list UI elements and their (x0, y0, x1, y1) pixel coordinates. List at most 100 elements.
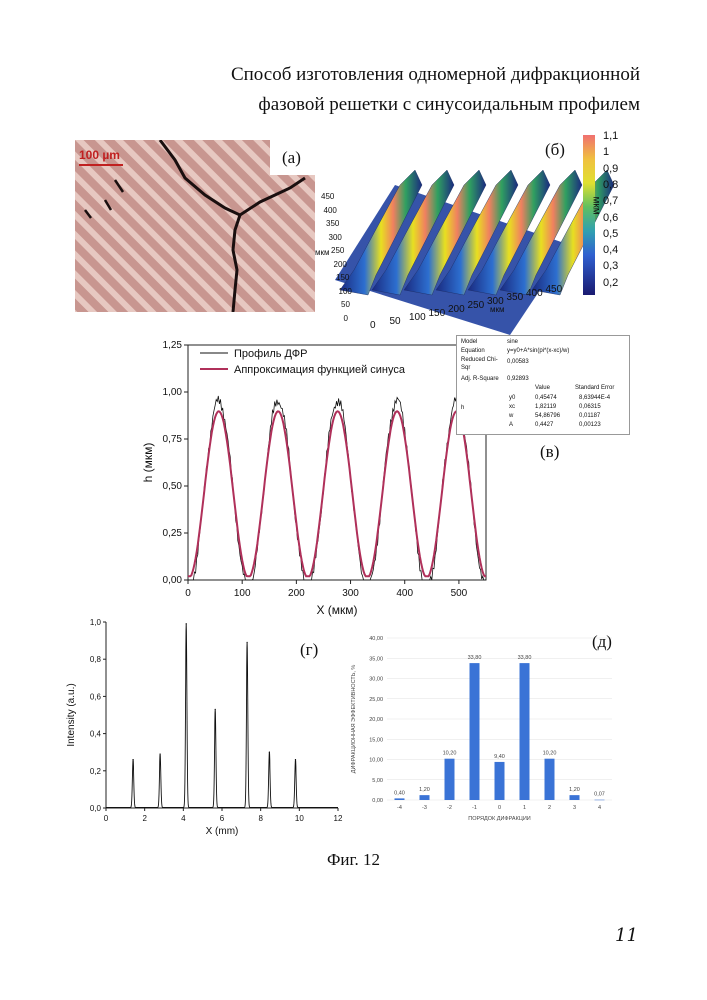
x-tick-label: 4 (598, 805, 601, 811)
bar (470, 663, 480, 800)
panel-g-label: (г) (300, 640, 318, 660)
x-tick-label: -2 (447, 805, 452, 811)
x-tick-label: 2 (142, 814, 147, 823)
x-tick-label: 10 (295, 814, 304, 823)
efficiency-bar-chart: 0,005,0010,0015,0020,0025,0030,0035,0040… (345, 628, 620, 828)
fit-param: A (509, 421, 513, 429)
y-tick-label: 0,8 (90, 655, 102, 664)
fit-error: 0,00123 (579, 421, 601, 429)
x-tick-label: 0 (104, 814, 109, 823)
bar (545, 759, 555, 800)
panel-d-label: (д) (592, 632, 612, 652)
x-tick-label: 3 (573, 805, 576, 811)
fit-param: w (509, 412, 513, 420)
panel-b-surface-plot: 1,110,90,80,70,60,50,40,30,2450400350300… (315, 130, 615, 340)
fit-results-table: Model sine Equation y=y0+A*sin(pi*(x-xc)… (456, 335, 630, 435)
profile-chart: 0,000,250,500,751,001,250100200300400500… (140, 335, 500, 620)
y-axis-tick-label: 200 (334, 260, 347, 269)
x-tick-label: 2 (548, 805, 551, 811)
bar (495, 762, 505, 800)
y-tick-label: 0,6 (90, 692, 102, 701)
x-tick-label: 6 (220, 814, 225, 823)
peak-point (247, 642, 248, 643)
fit-col-value: Value (535, 384, 550, 392)
y-tick-label: 0,25 (163, 528, 183, 539)
x-tick-label: 0 (185, 588, 191, 599)
panel-v-chart: 0,000,250,500,751,001,250100200300400500… (140, 335, 500, 620)
panel-v-label: (в) (540, 442, 559, 462)
scale-bar (79, 164, 123, 166)
bar-value-label: 0,07 (594, 792, 605, 798)
y-axis-tick-label: 400 (324, 206, 337, 215)
x-axis-tick-label: 50 (390, 316, 401, 327)
fit-value: 54,86796 (535, 412, 560, 420)
colorbar-tick-label: 0,5 (603, 228, 618, 240)
x-axis-unit: мкм (490, 305, 505, 314)
panel-a-label: (а) (282, 148, 301, 168)
y-axis-label: h (мкм) (141, 443, 155, 483)
bar (395, 798, 405, 800)
fit-equation-value: y=y0+A*sin(pi*(x-xc)/w) (507, 347, 569, 355)
y-axis-tick-label: 0 (344, 314, 348, 323)
y-tick-label: 0,0 (90, 804, 102, 813)
legend-label-profile: Профиль ДФР (234, 348, 307, 360)
y-tick-label: 20,00 (369, 717, 383, 723)
legend-label-fit: Аппроксимация функцией синуса (234, 364, 406, 376)
fit-equation-label: Equation (461, 347, 485, 355)
y-tick-label: 5,00 (372, 778, 383, 784)
colorbar-tick-label: 0,9 (603, 163, 618, 175)
x-axis-tick-label: 250 (468, 300, 485, 311)
x-axis-label: ПОРЯДОК ДИФРАКЦИИ (468, 816, 531, 822)
y-tick-label: 35,00 (369, 656, 383, 662)
colorbar-tick-label: 0,3 (603, 260, 618, 272)
x-tick-label: -1 (472, 805, 477, 811)
peak-point (295, 759, 296, 760)
bar-value-label: 10,20 (543, 751, 557, 757)
x-axis-tick-label: 100 (409, 312, 426, 323)
x-tick-label: 300 (342, 588, 359, 599)
y-tick-label: 30,00 (369, 677, 383, 683)
x-tick-label: -3 (422, 805, 427, 811)
x-tick-label: 200 (288, 588, 305, 599)
x-axis-tick-label: 450 (546, 284, 563, 295)
y-axis-tick-label: 450 (321, 192, 334, 201)
y-tick-label: 1,00 (163, 387, 183, 398)
bar (570, 795, 580, 800)
y-axis-tick-label: 300 (329, 233, 342, 242)
bar (445, 759, 455, 800)
x-axis-label: X (mm) (206, 826, 239, 837)
x-tick-label: -4 (397, 805, 402, 811)
document-title-line-1: Способ изготовления одномерной дифракцио… (200, 60, 640, 90)
document-title-line-2: фазовой решетки с синусоидальным профиле… (200, 90, 640, 120)
y-axis-tick-label: 100 (339, 287, 352, 296)
colorbar-tick-label: 0,2 (603, 277, 618, 289)
y-axis-tick-label: 350 (326, 219, 339, 228)
x-axis-tick-label: 400 (526, 288, 543, 299)
bar-value-label: 1,20 (569, 787, 580, 793)
fit-row-label: h (461, 404, 464, 412)
bar (420, 795, 430, 800)
y-tick-label: 1,0 (90, 618, 102, 627)
y-tick-label: 0,2 (90, 767, 102, 776)
bar (595, 800, 605, 801)
y-tick-label: 0,00 (163, 575, 183, 586)
fit-value: 0,45474 (535, 394, 557, 402)
fit-chisqr-value: 0,00583 (507, 358, 529, 366)
series-line-fit (188, 411, 486, 576)
x-axis-tick-label: 150 (429, 308, 446, 319)
y-tick-label: 0,00 (372, 798, 383, 804)
fit-param: xc (509, 403, 515, 411)
colorbar-tick-label: 1,1 (603, 130, 618, 142)
colorbar-tick-label: 0,7 (603, 195, 618, 207)
x-tick-label: 1 (523, 805, 526, 811)
x-tick-label: 500 (451, 588, 468, 599)
y-axis-tick-label: 150 (336, 273, 349, 282)
x-tick-label: 4 (181, 814, 186, 823)
fit-value: 1,82119 (535, 403, 556, 411)
x-tick-label: 400 (396, 588, 413, 599)
colorbar-tick-label: 0,6 (603, 212, 618, 224)
fit-error: 8,63944E-4 (579, 394, 610, 402)
peak-point (132, 759, 133, 760)
bar-value-label: 0,40 (394, 790, 405, 796)
bar-value-label: 33,80 (518, 655, 532, 661)
